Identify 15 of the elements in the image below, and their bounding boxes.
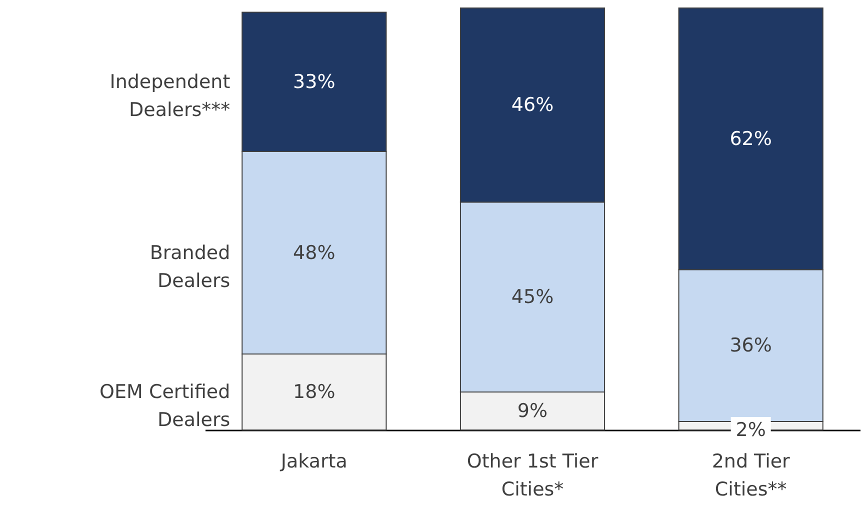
data-label: 36% <box>730 334 772 357</box>
data-label: 48% <box>293 242 336 264</box>
series-label: Independent Dealers*** <box>110 70 230 121</box>
x-tick-label: Jakarta <box>280 450 348 472</box>
data-label: 18% <box>293 381 336 404</box>
data-label: 62% <box>730 128 772 150</box>
data-label: 9% <box>517 400 548 422</box>
x-tick-label: Other 1st Tier Cities* <box>466 450 598 500</box>
data-label: 2% <box>736 419 766 441</box>
x-tick-label: 2nd Tier Cities** <box>712 450 790 500</box>
data-label: 46% <box>511 94 554 116</box>
data-label: 33% <box>293 70 336 93</box>
series-label: OEM Certified Dealers <box>100 381 230 432</box>
series-label: Branded Dealers <box>150 242 230 292</box>
data-label: 45% <box>511 286 554 308</box>
